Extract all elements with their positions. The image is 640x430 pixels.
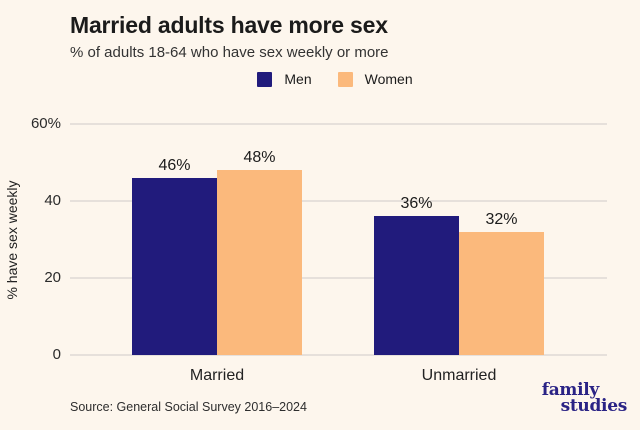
y-tick-0: 0 [52, 346, 61, 363]
bar-married-men [132, 177, 217, 355]
women-color-swatch [337, 71, 353, 87]
bar-column-married-women: 48% [217, 124, 302, 355]
logo-line-family: family [541, 380, 600, 400]
x-category-unmarried: Unmarried [421, 367, 497, 384]
legend: Men Women [15, 71, 640, 87]
bar-column-married-men: 46% [132, 124, 217, 355]
x-category-married: Married [189, 367, 245, 384]
logo-line-studies: studies [560, 396, 628, 416]
bar-column-unmarried-women: 32% [459, 124, 544, 355]
bar-unmarried-men [374, 216, 459, 355]
y-tick-20: 20 [44, 269, 61, 287]
legend-item-men: Men [257, 71, 312, 87]
legend-item-women: Women [337, 71, 413, 87]
gridline-0 [70, 354, 607, 356]
bar-value-label: 48% [243, 149, 276, 167]
bar-unmarried-women [459, 231, 544, 355]
men-color-swatch [257, 71, 273, 87]
y-tick-60: 60% [30, 115, 61, 132]
bar-group-married: 46% 48% [132, 124, 302, 355]
plot-area: 0 20 40 60% 46% 48% 36% 32% [31, 116, 607, 363]
chart-subtitle: % of adults 18-64 who have sex weekly or… [70, 44, 389, 61]
bar-value-label: 36% [400, 195, 433, 213]
gridline-20 [70, 277, 607, 280]
y-tick-40: 40 [44, 192, 61, 210]
legend-label-men: Men [284, 71, 312, 87]
source-note: Source: General Social Survey 2016–2024 [70, 400, 307, 414]
bar-value-label: 32% [485, 210, 518, 228]
chart-title: Married adults have more sex [70, 12, 388, 38]
family-studies-logo: family studies [541, 380, 628, 416]
legend-label-women: Women [364, 71, 413, 87]
bar-group-unmarried: 36% 32% [374, 124, 544, 355]
gridline-40 [70, 200, 607, 203]
gridline-60 [70, 123, 607, 125]
bar-married-women [217, 170, 302, 355]
bar-column-unmarried-men: 36% [374, 124, 459, 355]
bar-value-label: 46% [158, 156, 191, 174]
